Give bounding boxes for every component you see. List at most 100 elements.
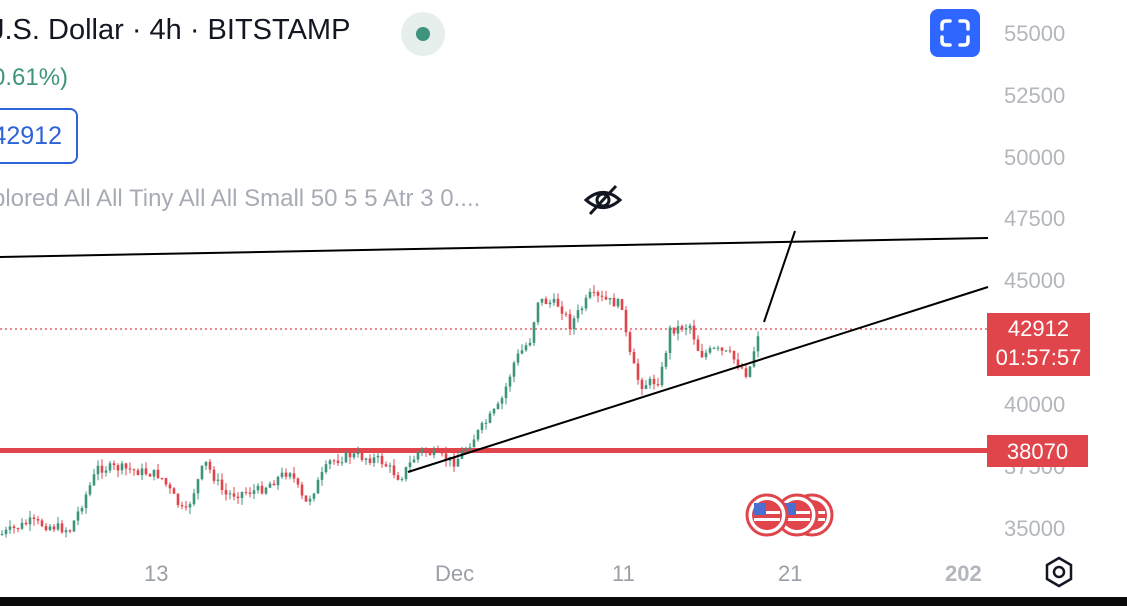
candle-body [200, 465, 204, 480]
projection-line[interactable] [763, 230, 796, 323]
candle-body [4, 529, 8, 535]
candle-body [268, 483, 272, 488]
candle-body [392, 465, 396, 476]
fullscreen-button[interactable] [930, 9, 980, 57]
candle-body [564, 313, 568, 315]
candle-body [272, 483, 276, 486]
candle-body [52, 526, 56, 530]
candle-body [228, 493, 232, 495]
candle-body [568, 314, 572, 330]
candle-body [368, 458, 372, 463]
candle-body [84, 494, 88, 508]
price-chart[interactable] [0, 0, 990, 600]
candle-body [56, 523, 60, 530]
candle-body [496, 403, 500, 409]
candle-body [252, 490, 256, 494]
candle-body [108, 463, 112, 471]
candle-body [664, 352, 668, 367]
candle-body [280, 472, 284, 477]
candle-body [748, 366, 752, 377]
candle-body [260, 485, 264, 494]
candle-body [548, 302, 552, 305]
candle-body [740, 367, 744, 369]
candle-body [352, 453, 356, 458]
candle-body [416, 452, 420, 460]
indicator-legend[interactable]: blored All All Tiny All All Small 50 5 5… [0, 185, 481, 212]
candle-body [44, 526, 48, 531]
support-level-line[interactable] [0, 448, 988, 453]
candle-body [388, 465, 392, 467]
price-change: 0.61%) [0, 64, 69, 91]
candle-body [488, 413, 492, 423]
candle-body [736, 359, 740, 368]
candle-body [532, 322, 536, 343]
bar-countdown: 01:57:57 [995, 345, 1082, 370]
candle-body [184, 506, 188, 508]
candle-body [276, 476, 280, 486]
candle-body [36, 519, 40, 521]
candle-body [680, 326, 684, 330]
candle-body [588, 291, 592, 298]
candle-body [584, 297, 588, 309]
candle-body [572, 318, 576, 330]
support-trendline[interactable] [407, 286, 989, 473]
candle-body [492, 408, 496, 414]
candle-body [68, 530, 72, 532]
market-status-indicator[interactable] [401, 12, 445, 56]
candle-body [440, 451, 444, 454]
candle-body [716, 347, 720, 349]
candle-body [576, 310, 580, 319]
candle-body [624, 309, 628, 333]
candle-body [16, 528, 20, 530]
candle-body [256, 485, 260, 491]
candle-body [172, 488, 176, 494]
candle-body [244, 491, 248, 493]
candle-body [516, 353, 520, 363]
fullscreen-icon [940, 19, 970, 47]
candle-body [216, 479, 220, 481]
candle-body [688, 325, 692, 329]
candle-body [104, 470, 108, 473]
candle-body [468, 447, 472, 450]
candle-body [144, 468, 148, 475]
candle-body [88, 485, 92, 495]
candle-body [692, 325, 696, 340]
candle-body [640, 379, 644, 389]
candle-body [164, 478, 168, 485]
candle-body [372, 457, 376, 463]
candle-body [476, 430, 480, 440]
live-dot-icon [416, 27, 430, 41]
candle-body [332, 460, 336, 462]
candle-body [604, 296, 608, 300]
candle-body [284, 472, 288, 477]
candle-body [204, 461, 208, 466]
candle-body [300, 484, 304, 496]
resistance-trendline[interactable] [0, 237, 989, 258]
candle-body [504, 386, 508, 399]
events-group[interactable] [745, 493, 834, 537]
candle-body [500, 398, 504, 404]
candle-body [136, 470, 140, 476]
candle-body [648, 378, 652, 386]
candle-body [540, 298, 544, 303]
candle-body [684, 328, 688, 330]
candle-body [196, 479, 200, 494]
symbol-title[interactable]: J.S. Dollar · 4h · BITSTAMP [0, 14, 351, 46]
candle-body [224, 490, 228, 495]
price-tick: 47500 [1004, 206, 1066, 231]
candle-body [356, 452, 360, 454]
candle-body [424, 448, 428, 453]
candle-body [632, 352, 636, 364]
price-tick: 50000 [1004, 145, 1066, 170]
candle-body [40, 520, 44, 527]
candle-body [304, 495, 308, 502]
gear-icon[interactable] [1041, 554, 1077, 590]
last-price-box[interactable]: 42912 [0, 108, 78, 164]
candle-body [580, 308, 584, 311]
candle-body [188, 504, 192, 508]
candle-body [112, 463, 116, 466]
price-tick: 55000 [1004, 21, 1066, 46]
candle-body [124, 463, 128, 469]
eye-off-icon[interactable] [583, 182, 623, 218]
candle-body [344, 452, 348, 463]
